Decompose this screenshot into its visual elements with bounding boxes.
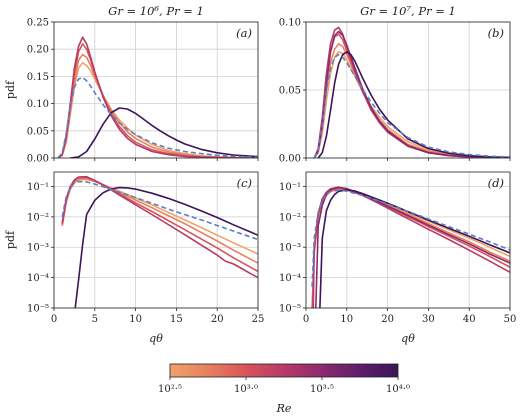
- panel-letter-d: (d): [488, 176, 504, 190]
- xtick-label-d-2: 20: [381, 314, 394, 325]
- series-line-b-2: [313, 33, 510, 158]
- ytick-label-a-2: 0.10: [27, 99, 49, 110]
- series-line-d-5: [319, 189, 510, 308]
- ytick-label-a-4: 0.20: [27, 45, 49, 56]
- xtick-label-d-1: 10: [340, 314, 353, 325]
- axes-frame-a: [53, 21, 259, 159]
- colorbar: Re 10²·⁵ 10³·⁰ 10³·⁵ 10⁴·⁰: [158, 363, 410, 415]
- ytick-label-c-1: 10⁻⁴: [27, 273, 49, 284]
- series-line-c-3: [61, 175, 258, 279]
- xtick-label-c-2: 10: [129, 314, 142, 325]
- series-line-d-4: [315, 186, 510, 308]
- panel-letter-a: (a): [236, 26, 252, 40]
- series-line-a-1: [57, 53, 258, 158]
- colorbar-tick-label-0: 10²·⁵: [158, 384, 182, 395]
- colorbar-label: Re: [276, 402, 292, 415]
- series-line-c-5: [61, 180, 258, 241]
- xtick-label-c-5: 25: [252, 314, 265, 325]
- panel-letter-c: (c): [237, 176, 252, 190]
- xlabel-left: qθ: [149, 332, 163, 345]
- xlabel-right: qθ: [401, 332, 415, 345]
- panel-letter-b: (b): [488, 26, 504, 40]
- series-group-b: [313, 26, 510, 158]
- series-group-c: [61, 175, 258, 308]
- ytick-label-d-1: 10⁻⁴: [279, 273, 301, 284]
- panel-title-left: Gr = 10⁶, Pr = 1: [108, 4, 204, 18]
- ytick-label-c-3: 10⁻²: [27, 212, 49, 223]
- colorbar-bar: [169, 363, 399, 378]
- series-line-a-4: [70, 107, 258, 158]
- series-line-d-1: [311, 188, 510, 308]
- ytick-label-c-4: 10⁻¹: [27, 182, 49, 193]
- colorbar-tick-label-1: 10³·⁰: [234, 384, 258, 395]
- xtick-label-d-4: 40: [463, 314, 476, 325]
- series-line-c-4: [74, 186, 258, 308]
- ytick-label-d-4: 10⁻¹: [279, 182, 301, 193]
- ytick-label-a-3: 0.15: [27, 72, 49, 83]
- xtick-label-c-0: 0: [51, 314, 57, 325]
- xtick-label-d-5: 50: [504, 314, 517, 325]
- ytick-label-a-1: 0.05: [27, 126, 49, 137]
- ylabel-top: pdf: [4, 80, 17, 99]
- series-line-c-2: [61, 176, 258, 273]
- series-line-b-5: [317, 51, 510, 158]
- xtick-label-c-4: 20: [211, 314, 224, 325]
- panel-d: 0 10 20 30 40 50 10⁻⁵ 10⁻⁴ 10⁻³ 10⁻² 10⁻¹: [279, 171, 517, 325]
- series-line-b-0: [313, 51, 510, 158]
- ylabel-bottom: pdf: [4, 230, 17, 249]
- panel-title-right: Gr = 10⁷, Pr = 1: [360, 4, 456, 18]
- series-line-a-0: [57, 61, 258, 158]
- ytick-label-c-0: 10⁻⁵: [27, 304, 49, 315]
- ytick-label-a-0: 0.00: [27, 154, 49, 165]
- colorbar-tick-label-3: 10⁴·⁰: [386, 384, 410, 395]
- xtick-label-c-1: 5: [92, 314, 98, 325]
- ytick-label-d-3: 10⁻²: [279, 212, 301, 223]
- ytick-label-b-2: 0.10: [279, 18, 301, 29]
- series-line-c-1: [61, 177, 258, 264]
- xtick-label-c-3: 15: [170, 314, 183, 325]
- series-group-d: [311, 186, 510, 308]
- series-line-d-6: [311, 189, 510, 287]
- axes-frame-d: [305, 171, 511, 309]
- ytick-label-d-2: 10⁻³: [279, 243, 301, 254]
- series-line-b-6: [313, 53, 510, 158]
- series-line-a-3: [57, 36, 258, 158]
- panel-c: 0 5 10 15 20 25 10⁻⁵ 10⁻⁴ 10⁻³ 10⁻² 10⁻¹: [27, 171, 265, 325]
- colorbar-tick-label-2: 10³·⁵: [310, 384, 334, 395]
- ytick-label-b-0: 0.00: [279, 154, 301, 165]
- panel-b: 0.00 0.05 0.10: [279, 18, 511, 165]
- xtick-label-d-3: 30: [422, 314, 435, 325]
- panel-a: 0.00 0.05 0.10 0.15 0.20 0.25: [27, 18, 259, 165]
- series-line-a-5: [57, 76, 258, 158]
- axes-frame-c: [53, 171, 259, 309]
- ytick-label-c-2: 10⁻³: [27, 243, 49, 254]
- series-group-a: [57, 36, 258, 158]
- ytick-label-a-5: 0.25: [27, 18, 49, 29]
- series-line-b-4: [313, 30, 510, 158]
- ytick-label-d-0: 10⁻⁵: [279, 304, 301, 315]
- xtick-label-d-0: 0: [303, 314, 309, 325]
- ytick-label-b-1: 0.05: [279, 86, 301, 97]
